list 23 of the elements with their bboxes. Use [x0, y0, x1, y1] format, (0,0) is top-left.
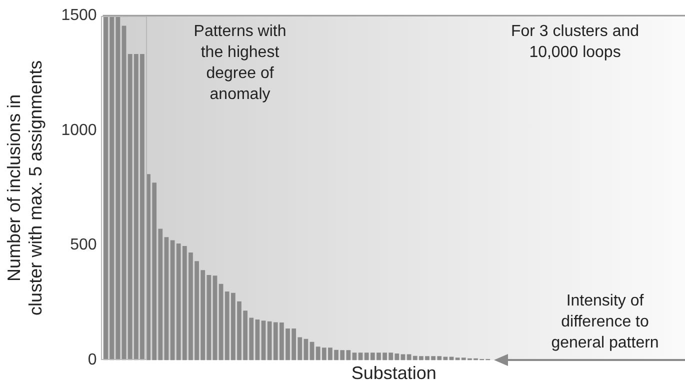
- bar: [212, 276, 218, 360]
- y-axis-title: Number of inclusions in cluster with max. 5 assignments: [4, 60, 46, 316]
- bar: [310, 342, 314, 360]
- annotation: For 3 clusters and 10,000 loops: [510, 23, 640, 62]
- bar: [255, 320, 260, 360]
- bar: [218, 284, 224, 360]
- bar: [358, 352, 363, 360]
- bar: [352, 352, 357, 360]
- annotation: Intensity of difference to general pattern: [551, 292, 659, 352]
- bar: [122, 26, 126, 360]
- x-axis-title: Substation: [351, 363, 436, 384]
- bar: [116, 16, 120, 360]
- bar: [304, 338, 308, 360]
- bar: [261, 320, 266, 360]
- y-tick-label: 1000: [61, 122, 97, 139]
- y-tick-label: 500: [70, 236, 97, 254]
- bar: [400, 354, 406, 360]
- y-tick-label: 0: [88, 352, 97, 369]
- bar: [406, 354, 412, 360]
- annotation: Patterns with the highest degree of anomaly: [194, 23, 286, 104]
- bar: [164, 237, 169, 360]
- y-tick-label: 1500: [61, 7, 97, 24]
- bar: [170, 240, 175, 360]
